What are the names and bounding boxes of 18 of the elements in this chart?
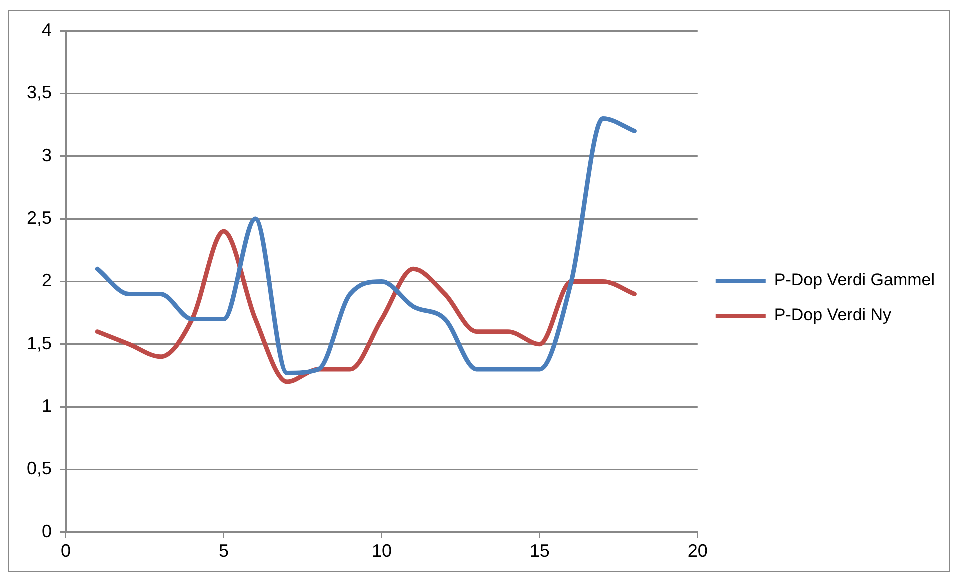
y-tick-label: 2 (42, 270, 52, 291)
legend-label: P-Dop Verdi Ny (774, 306, 892, 325)
y-tick-label: 3 (42, 145, 52, 166)
x-tick-label: 20 (688, 541, 708, 562)
y-tick-label: 1 (42, 396, 52, 416)
line-series (95, 116, 637, 376)
legend-label: P-Dop Verdi Gammel (774, 270, 936, 290)
x-tick-label: 10 (372, 541, 392, 562)
x-tick-label: 0 (61, 541, 72, 562)
y-tick-label: 4 (42, 20, 52, 40)
line-series (95, 229, 637, 384)
x-tick-label: 15 (530, 541, 550, 562)
y-tick-label: 0,5 (26, 458, 52, 479)
y-tick-label: 0 (42, 521, 52, 542)
y-tick-label: 2,5 (26, 208, 52, 228)
y-tick-label: 3,5 (26, 82, 52, 103)
y-tick-label: 1,5 (26, 333, 52, 354)
x-tick-label: 5 (218, 541, 229, 562)
